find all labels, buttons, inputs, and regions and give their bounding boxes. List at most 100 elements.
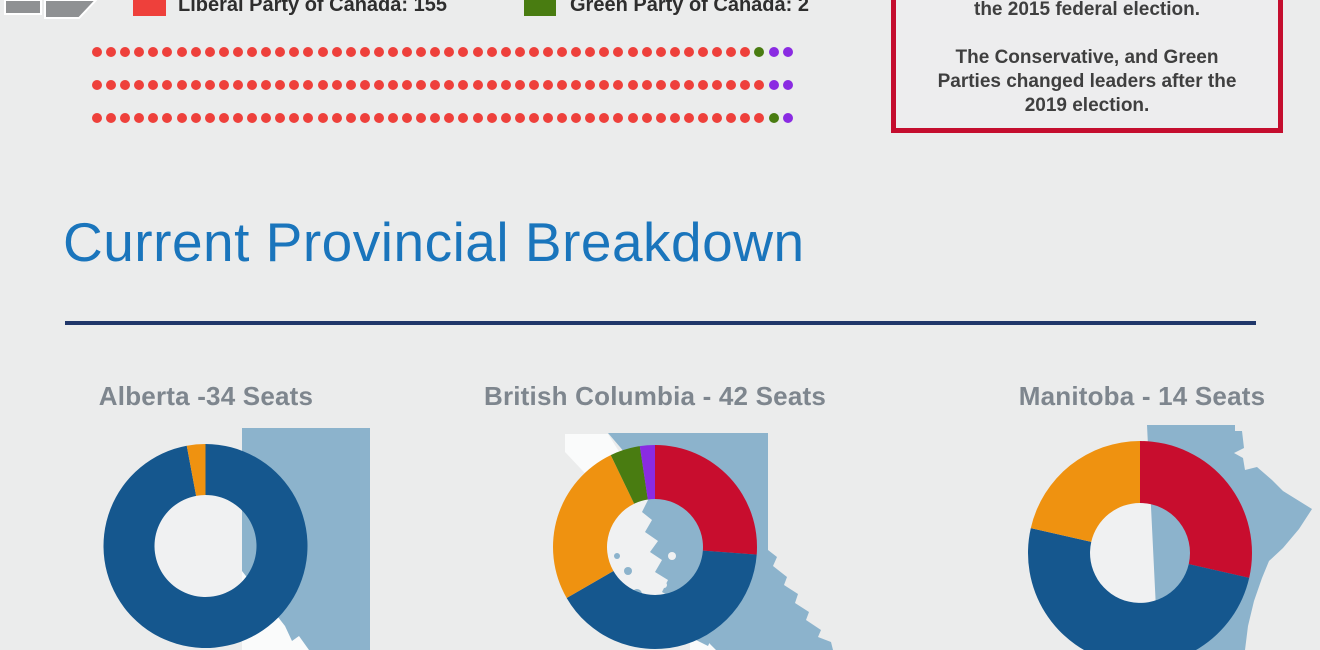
- liberal-seat-dot: [655, 47, 666, 57]
- liberal-seat-dot: [740, 113, 751, 123]
- liberal-seat-dot: [134, 80, 145, 90]
- liberal-seat-dot: [331, 113, 342, 123]
- liberal-seat-dot: [472, 113, 483, 123]
- liberal-seat-dot: [232, 80, 243, 90]
- liberal-seat-dot: [754, 113, 765, 123]
- liberal-seat-dot: [402, 80, 413, 90]
- alberta-chart-title: Alberta -34 Seats: [98, 381, 314, 411]
- liberal-seat-dot: [373, 47, 384, 57]
- liberal-legend-swatch: [133, 0, 166, 16]
- liberal-seat-dot: [176, 113, 187, 123]
- liberal-seat-dot: [148, 47, 159, 57]
- liberal-seat-dot: [345, 113, 356, 123]
- mini-map-shape-right: [44, 0, 98, 19]
- liberal-seat-dot: [162, 80, 173, 90]
- liberal-seat-dot: [726, 80, 737, 90]
- dot-row: [92, 47, 797, 57]
- independent-seat-dot: [782, 80, 793, 90]
- liberal-seat-dot: [120, 113, 131, 123]
- liberal-seat-dot: [387, 47, 398, 57]
- liberal-seat-dot: [683, 113, 694, 123]
- liberal-seat-dot: [232, 113, 243, 123]
- note-line: 2019 election.: [1024, 95, 1150, 116]
- liberal-seat-dot: [698, 113, 709, 123]
- liberal-seat-dot: [303, 80, 314, 90]
- donut-segment-ndp: [553, 455, 635, 598]
- liberal-seat-dot: [571, 47, 582, 57]
- liberal-seat-dot: [373, 113, 384, 123]
- liberal-seat-dot: [613, 113, 624, 123]
- liberal-seat-dot: [261, 113, 272, 123]
- liberal-seat-dot: [416, 47, 427, 57]
- liberal-seat-dot: [218, 47, 229, 57]
- liberal-seat-dot: [641, 113, 652, 123]
- liberal-seat-dot: [204, 113, 215, 123]
- liberal-seat-dot: [557, 47, 568, 57]
- manitoba-donut-chart: [1028, 441, 1252, 650]
- liberal-seat-dot: [303, 113, 314, 123]
- liberal-seat-dot: [430, 47, 441, 57]
- section-divider: [65, 321, 1256, 325]
- liberal-seat-dot: [486, 80, 497, 90]
- alberta-donut-chart: [103, 444, 308, 649]
- liberal-seat-dot: [148, 80, 159, 90]
- liberal-seat-dot: [317, 80, 328, 90]
- liberal-seat-dot: [585, 113, 596, 123]
- liberal-seat-dot: [176, 47, 187, 57]
- liberal-seat-dot: [402, 113, 413, 123]
- liberal-seat-dot: [599, 80, 610, 90]
- liberal-seat-dot: [134, 113, 145, 123]
- liberal-seat-dot: [190, 113, 201, 123]
- liberal-seat-dot: [331, 47, 342, 57]
- liberal-seat-dot: [247, 47, 258, 57]
- liberal-seat-dot: [543, 113, 553, 123]
- liberal-seat-dot: [162, 47, 173, 57]
- liberal-seat-dot: [373, 80, 384, 90]
- liberal-seat-dot: [514, 80, 525, 90]
- donut-segment-liberal: [1140, 441, 1252, 578]
- liberal-seat-dot: [106, 47, 117, 57]
- bc-islet-white-2: [661, 582, 667, 588]
- liberal-seat-dot: [669, 80, 680, 90]
- liberal-seat-dot: [317, 113, 328, 123]
- liberal-seat-dot: [528, 47, 539, 57]
- liberal-seat-dot: [683, 47, 694, 57]
- liberal-seat-dot: [543, 80, 553, 90]
- liberal-seat-dot: [176, 80, 187, 90]
- liberal-seat-dot: [458, 47, 469, 57]
- note-paragraph-bottom: The Conservative, and Green Parties chang…: [898, 46, 1276, 118]
- section-title: Current Provincial Breakdown: [63, 211, 805, 273]
- liberal-seat-dot: [134, 47, 145, 57]
- liberal-seat-dot: [458, 80, 469, 90]
- liberal-seat-dot: [387, 80, 398, 90]
- liberal-seat-dot: [599, 113, 610, 123]
- mini-map-shape-left: [4, 0, 42, 15]
- liberal-seat-dot: [275, 47, 286, 57]
- liberal-seat-dot: [232, 47, 243, 57]
- independent-seat-dot: [782, 113, 793, 123]
- liberal-seat-dot: [557, 80, 568, 90]
- liberal-seat-dot: [599, 47, 610, 57]
- bc-island-2: [720, 629, 738, 649]
- liberal-seat-dot: [712, 113, 723, 123]
- liberal-seat-dot: [261, 80, 272, 90]
- liberal-seat-dot: [486, 47, 497, 57]
- liberal-seat-dot: [190, 80, 201, 90]
- independent-seat-dot: [782, 47, 793, 57]
- liberal-seat-dot: [613, 80, 624, 90]
- liberal-seat-dot: [218, 80, 229, 90]
- liberal-seat-dot: [289, 80, 300, 90]
- liberal-seat-dot: [712, 80, 723, 90]
- liberal-seat-dot: [218, 113, 229, 123]
- donut-segment-independent: [639, 445, 655, 500]
- liberal-seat-dot: [247, 113, 258, 123]
- green-legend-label: Green Party of Canada: 2: [570, 0, 809, 16]
- note-paragraph-top: the 2015 federal election.: [974, 0, 1200, 20]
- liberal-seat-dot: [669, 47, 680, 57]
- liberal-seat-dot: [289, 47, 300, 57]
- liberal-seat-dot: [106, 113, 117, 123]
- liberal-seat-dot: [726, 113, 737, 123]
- liberal-seat-dot: [430, 80, 441, 90]
- liberal-seat-dot: [416, 113, 427, 123]
